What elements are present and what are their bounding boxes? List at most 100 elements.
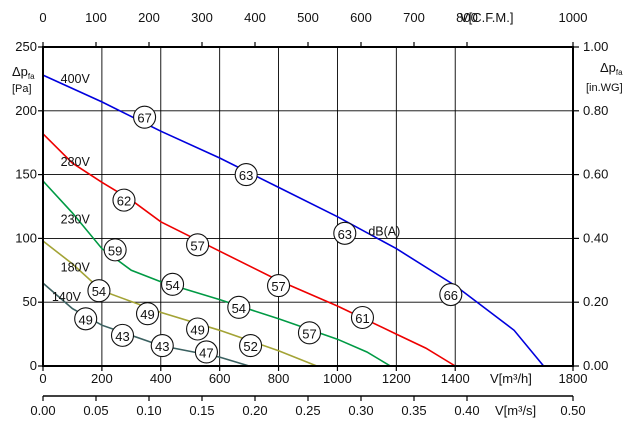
top-axis-tick-label: 0 [39, 10, 46, 25]
top-axis-tick-label: 600 [350, 10, 372, 25]
noise-level-bubble: 57 [186, 233, 210, 257]
left-axis-tick-label: 0 [30, 358, 37, 373]
noise-level-circle [350, 305, 375, 330]
noise-level-value: 59 [108, 243, 122, 258]
noise-level-circle [194, 340, 218, 364]
series-curve-230V [42, 180, 391, 367]
noise-level-value: 63 [239, 168, 253, 183]
noise-level-value: 52 [243, 339, 257, 354]
top-axis-tick-label: 500 [297, 10, 319, 25]
top-axis-tick-label: 1000 [559, 10, 588, 25]
db-annotation: dB(A) [368, 224, 400, 238]
series-curve-180V [42, 240, 318, 367]
left-axis-unit: [Pa] [12, 83, 32, 95]
noise-level-value: 49 [78, 312, 92, 327]
series-curve-400V [42, 74, 545, 367]
noise-level-bubble: 49 [135, 302, 160, 326]
noise-level-value: 57 [302, 326, 316, 341]
secondary-axis-tick-label: 0.05 [83, 403, 108, 418]
top-axis-unit-label: V[C.F.M.] [460, 10, 513, 25]
bottom-axis-tick-label: 1400 [441, 371, 470, 386]
noise-level-bubble: 47 [194, 340, 218, 364]
secondary-axis-tick-label: 0.10 [136, 403, 161, 418]
bottom-axis-tick-label: 1000 [323, 371, 352, 386]
noise-level-bubble: 54 [227, 295, 251, 319]
noise-level-bubble: 62 [112, 188, 136, 212]
top-axis-tick-label: 700 [403, 10, 425, 25]
series-label-180V: 180V [61, 261, 91, 275]
left-axis-tick-label: 50 [23, 294, 37, 309]
top-axis-tick-label: 300 [191, 10, 213, 25]
noise-level-circle [297, 321, 322, 345]
noise-level-value: 57 [271, 279, 285, 294]
noise-level-circle [103, 238, 127, 262]
axis-ticks [38, 42, 579, 401]
noise-level-circle [439, 282, 463, 307]
right-axis-tick-label: 0.60 [583, 167, 608, 182]
secondary-axis-unit-label: V[m³/s] [495, 403, 536, 418]
noise-level-circle [161, 272, 185, 296]
noise-level-circle [150, 334, 174, 358]
bottom-axis-tick-label: 600 [209, 371, 231, 386]
secondary-axis-tick-label: 0.00 [30, 403, 55, 418]
noise-level-circle [186, 317, 210, 341]
noise-level-value: 43 [155, 339, 169, 354]
noise-level-value: 54 [165, 278, 179, 293]
right-axis-tick-label: 0.00 [583, 358, 608, 373]
noise-level-bubble: 49 [186, 317, 210, 341]
noise-level-bubble: 54 [161, 272, 185, 296]
secondary-axis-tick-label: 0.40 [454, 403, 479, 418]
noise-level-bubble: 54 [87, 279, 111, 303]
right-axis-label: Δpfa [600, 60, 623, 77]
noise-level-bubble: 57 [297, 321, 322, 345]
noise-level-value: 54 [232, 301, 246, 316]
noise-level-bubble: 63 [234, 163, 258, 187]
bottom-axis-tick-label: 800 [268, 371, 290, 386]
left-axis-tick-label: 100 [15, 230, 37, 245]
secondary-axis-tick-label: 0.50 [560, 403, 585, 418]
fan-curves [42, 74, 545, 367]
series-curve-280V [42, 133, 456, 367]
series-label-230V: 230V [61, 212, 91, 226]
noise-level-circle [110, 323, 135, 347]
right-axis-tick-label: 0.80 [583, 103, 608, 118]
secondary-axis-tick-label: 0.20 [242, 403, 267, 418]
bottom-axis-tick-label: 0 [39, 371, 46, 386]
noise-level-value: 47 [199, 345, 213, 360]
noise-level-circle [87, 279, 111, 303]
noise-level-bubble: 43 [150, 334, 174, 358]
series-label-400V: 400V [61, 72, 91, 86]
noise-level-circle [186, 233, 210, 257]
right-axis-tick-label: 0.40 [583, 230, 608, 245]
noise-level-value: 54 [92, 284, 106, 299]
right-axis-tick-label: 0.20 [583, 294, 608, 309]
secondary-axis-tick-label: 0.25 [295, 403, 320, 418]
noise-level-bubble: 67 [133, 105, 157, 129]
top-axis-tick-label: 800 [456, 10, 478, 25]
noise-level-value: 63 [338, 227, 352, 242]
noise-level-circle [227, 295, 251, 319]
top-axis-tick-label: 400 [244, 10, 266, 25]
noise-level-bubble: 52 [239, 334, 263, 358]
noise-level-value: 66 [444, 288, 458, 303]
noise-level-bubble: 57 [267, 274, 291, 298]
bottom-axis-unit-label: V[m³/h] [490, 371, 532, 386]
bottom-axis-tick-label: 1800 [559, 371, 588, 386]
noise-level-value: 49 [190, 322, 204, 337]
secondary-axis-tick-label: 0.30 [348, 403, 373, 418]
noise-level-circle [133, 105, 157, 129]
noise-level-bubble: 66 [439, 282, 463, 307]
noise-level-value: 43 [115, 329, 129, 344]
secondary-axis-tick-label: 0.35 [401, 403, 426, 418]
noise-level-value: 57 [190, 238, 204, 253]
secondary-axis-tick-label: 0.15 [189, 403, 214, 418]
noise-level-circle [74, 307, 98, 331]
noise-level-bubble: 59 [103, 238, 127, 262]
top-axis-tick-label: 200 [138, 10, 160, 25]
bottom-axis-tick-label: 200 [91, 371, 113, 386]
series-label-280V: 280V [61, 155, 91, 169]
noise-level-value: 61 [355, 311, 369, 326]
